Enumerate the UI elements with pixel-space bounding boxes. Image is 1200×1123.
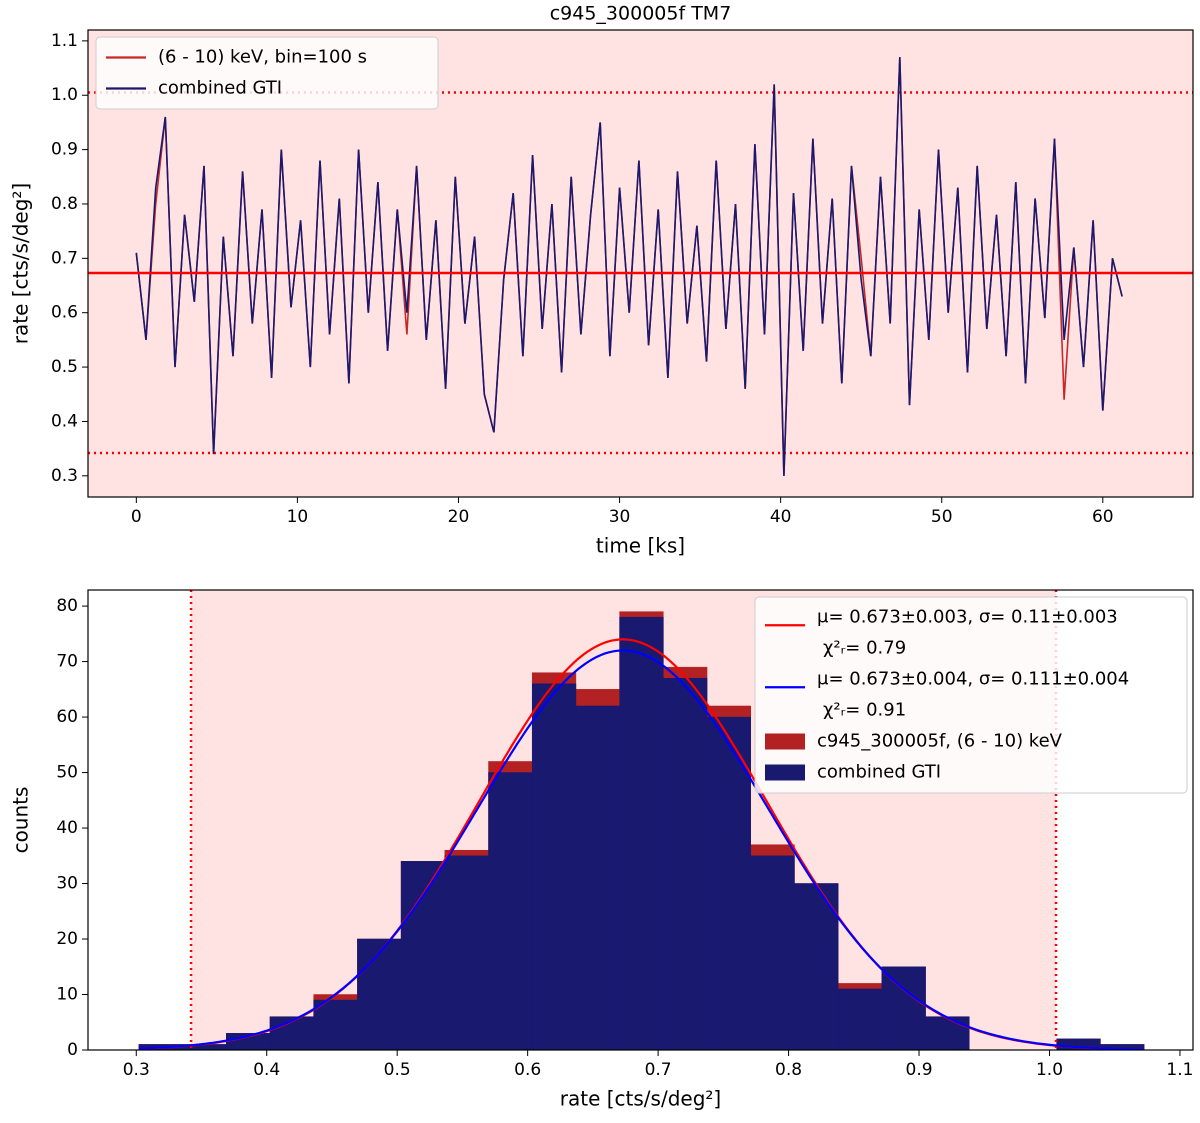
y-tick-label: 70 <box>56 652 78 672</box>
x-tick-label: 0.6 <box>514 1060 541 1080</box>
x-tick-label: 0.5 <box>384 1060 411 1080</box>
x-tick-label: 0 <box>131 507 142 527</box>
x-tick-label: 60 <box>1092 507 1114 527</box>
legend-box <box>754 596 1188 794</box>
x-tick-label: 1.0 <box>1036 1060 1063 1080</box>
y-tick-label: 0.8 <box>51 194 78 214</box>
y-tick-label: 40 <box>56 818 78 838</box>
legend-label: combined GTI <box>817 762 941 783</box>
x-tick-label: 0.8 <box>775 1060 802 1080</box>
legend-label: χ²ᵣ= 0.91 <box>823 700 906 721</box>
y-tick-label: 60 <box>56 707 78 727</box>
y-tick-label: 0.7 <box>51 248 78 268</box>
histogram-bar <box>881 966 926 1051</box>
series-line <box>135 57 1123 476</box>
x-tick-label: 0.4 <box>253 1060 280 1080</box>
y-tick-label: 0.4 <box>51 411 78 431</box>
y-tick-label: 1.0 <box>51 85 78 105</box>
y-tick-label: 30 <box>56 874 78 894</box>
x-tick-label: 0.7 <box>645 1060 672 1080</box>
histogram-bar <box>706 716 751 1051</box>
histogram-bar <box>357 938 402 1051</box>
x-tick-label: 0.3 <box>123 1060 150 1080</box>
histogram-bar <box>444 855 489 1051</box>
y-tick-label: 80 <box>56 596 78 616</box>
histogram-bar <box>837 988 883 1051</box>
histogram-bar <box>619 616 664 1051</box>
legend-swatch <box>765 764 805 781</box>
x-axis-label: time [ks] <box>596 534 685 558</box>
legend-label: χ²ᵣ= 0.79 <box>823 638 906 659</box>
x-axis-label: rate [cts/s/deg²] <box>560 1087 721 1111</box>
y-tick-label: 0.3 <box>51 466 78 486</box>
histogram-bar <box>488 772 533 1051</box>
histogram-bar <box>400 861 446 1051</box>
histogram-bar <box>575 705 620 1051</box>
y-tick-label: 0.6 <box>51 303 78 323</box>
y-axis-label: counts <box>9 787 33 854</box>
y-tick-label: 0 <box>67 1040 78 1060</box>
legend-label: (6 - 10) keV, bin=100 s <box>158 47 367 68</box>
legend-label: μ= 0.673±0.004, σ= 0.111±0.004 <box>817 669 1129 690</box>
fit-curve <box>138 649 1145 1051</box>
legend-label: μ= 0.673±0.003, σ= 0.11±0.003 <box>817 607 1118 628</box>
histogram-bar <box>663 677 708 1051</box>
y-tick-label: 0.9 <box>51 140 78 160</box>
x-tick-label: 20 <box>448 507 470 527</box>
y-tick-label: 50 <box>56 763 78 783</box>
x-tick-label: 30 <box>609 507 631 527</box>
histogram-bar <box>750 855 795 1051</box>
legend-box <box>95 36 439 110</box>
y-axis-label: rate [cts/s/deg²] <box>9 183 33 344</box>
y-tick-label: 10 <box>56 985 78 1005</box>
histogram-bar <box>925 1016 970 1051</box>
x-tick-label: 1.1 <box>1166 1060 1193 1080</box>
x-tick-label: 50 <box>931 507 953 527</box>
axes-frame <box>87 589 1194 1051</box>
y-tick-label: 20 <box>56 929 78 949</box>
axes-frame <box>87 29 1194 498</box>
x-tick-label: 40 <box>770 507 792 527</box>
chart-title: c945_300005f TM7 <box>550 3 732 25</box>
legend-label: combined GTI <box>158 78 282 99</box>
x-tick-label: 0.9 <box>906 1060 933 1080</box>
histogram-bar <box>531 683 577 1051</box>
y-tick-label: 0.5 <box>51 357 78 377</box>
y-tick-label: 1.1 <box>51 31 78 51</box>
legend-label: c945_300005f, (6 - 10) keV <box>817 731 1063 752</box>
histogram-bar <box>313 999 358 1051</box>
legend-swatch <box>765 733 805 750</box>
x-tick-label: 10 <box>287 507 309 527</box>
